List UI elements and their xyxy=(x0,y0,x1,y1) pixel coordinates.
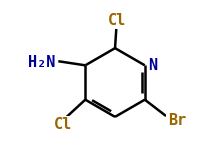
Text: N: N xyxy=(148,58,158,73)
Text: Cl: Cl xyxy=(108,13,126,28)
Text: Br: Br xyxy=(168,113,186,128)
Text: Cl: Cl xyxy=(54,117,72,132)
Text: H₂N: H₂N xyxy=(28,55,56,70)
